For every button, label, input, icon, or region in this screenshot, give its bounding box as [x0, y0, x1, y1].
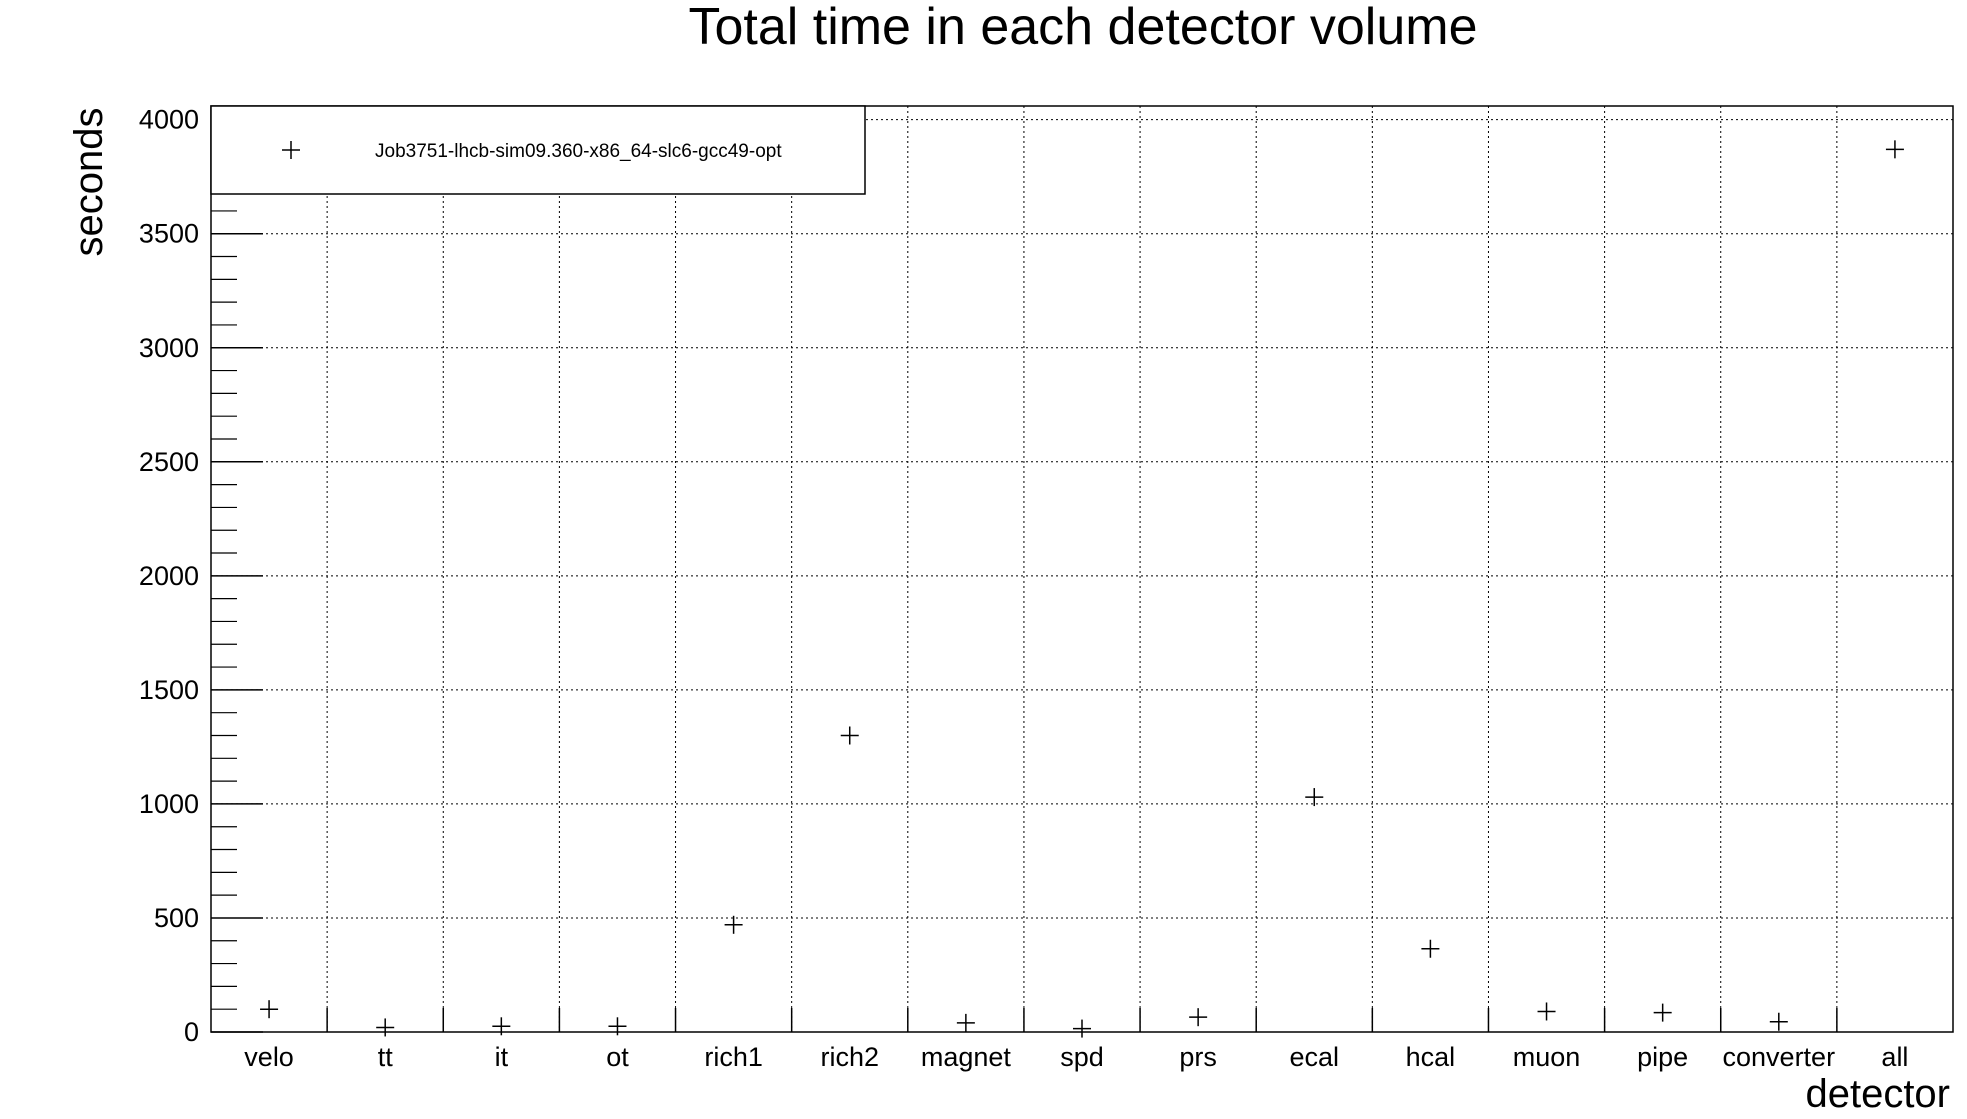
data-point-spd [1073, 1019, 1091, 1038]
x-tick-label: spd [1060, 1042, 1104, 1072]
x-tick-label: ot [606, 1042, 629, 1072]
data-point-prs [1189, 1008, 1208, 1027]
data-point-pipe [1653, 1003, 1672, 1022]
data-point-ot [608, 1017, 627, 1036]
y-tick-label: 3000 [139, 333, 199, 363]
y-tick-label: 1000 [139, 789, 199, 819]
x-tick-label: rich2 [820, 1042, 879, 1072]
axis-ticks: 0 500 1000 1500 2000 2500 3000 3500 4000 velo tt it… [139, 105, 1909, 1072]
x-tick-label: prs [1179, 1042, 1217, 1072]
data-point-ecal [1305, 788, 1324, 807]
x-tick-label: ecal [1290, 1042, 1340, 1072]
legend-marker-icon [282, 141, 300, 159]
x-tick-label: rich1 [704, 1042, 763, 1072]
data-point-hcal [1421, 939, 1440, 958]
data-point-muon [1537, 1002, 1556, 1021]
x-tick-label: muon [1513, 1042, 1581, 1072]
x-tick-label: all [1881, 1042, 1908, 1072]
legend-box [210, 105, 866, 195]
x-tick-label: it [495, 1042, 509, 1072]
y-tick-label: 1500 [139, 675, 199, 705]
x-tick-label: pipe [1637, 1042, 1688, 1072]
x-axis-label: detector [1805, 1072, 1950, 1114]
data-point-converter [1769, 1012, 1788, 1031]
data-point-velo [260, 1000, 279, 1019]
y-tick-label: 2000 [139, 561, 199, 591]
y-tick-label: 2500 [139, 447, 199, 477]
data-point-all [1885, 140, 1904, 159]
x-tick-label: velo [244, 1042, 294, 1072]
data-point-rich2 [840, 726, 859, 745]
x-tick-label: magnet [921, 1042, 1012, 1072]
data-points [260, 140, 1904, 1038]
plot-frame [210, 105, 1954, 1033]
chart-title: Total time in each detector volume [688, 0, 1477, 56]
data-point-rich1 [724, 915, 743, 934]
x-tick-label: tt [378, 1042, 394, 1072]
y-axis-label: seconds [67, 108, 111, 257]
y-tick-label: 0 [184, 1017, 199, 1047]
grid-lines [211, 106, 1953, 1032]
data-point-it [492, 1017, 511, 1036]
x-tick-label: hcal [1406, 1042, 1456, 1072]
legend-plus-marker [282, 141, 300, 159]
data-point-tt [376, 1018, 395, 1037]
legend-entry: Job3751-lhcb-sim09.360-x86_64-slc6-gcc49… [375, 141, 782, 162]
legend: Job3751-lhcb-sim09.360-x86_64-slc6-gcc49… [210, 105, 866, 195]
y-tick-label: 3500 [139, 219, 199, 249]
y-tick-label: 500 [154, 903, 199, 933]
y-tick-label: 4000 [139, 105, 199, 135]
data-point-magnet [956, 1013, 975, 1032]
x-tick-label: converter [1723, 1042, 1836, 1072]
